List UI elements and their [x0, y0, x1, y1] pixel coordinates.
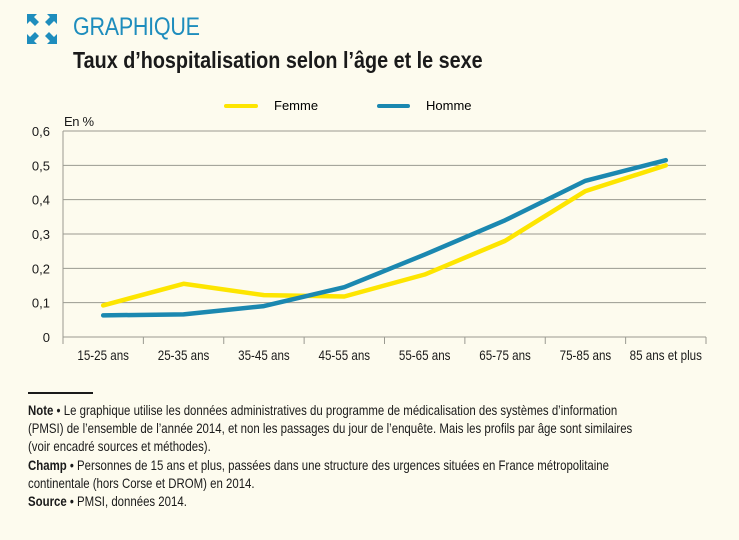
series-lines: [100, 157, 669, 318]
y-tick-label: 0,5: [32, 158, 50, 173]
x-tick-label: 65-75 ans: [479, 348, 531, 363]
series-line-homme: [100, 157, 669, 318]
x-tick-labels: 15-25 ans 25-35 ans 35-45 ans 45-55 ans 55-6…: [77, 348, 702, 363]
y-tick-labels: 0 0,1 0,2 0,3 0,4 0,5 0,6: [32, 124, 50, 345]
note-text: • Le graphique utilise les données admin…: [53, 403, 618, 418]
notes-block: Note • Le graphique utilise les données …: [28, 402, 632, 511]
gridlines: [62, 130, 707, 344]
notes-divider: [28, 392, 93, 394]
x-tick-label: 45-55 ans: [319, 348, 371, 363]
y-tick-label: 0,1: [32, 296, 50, 311]
source-label: Source: [28, 494, 67, 510]
y-tick-label: 0,3: [32, 227, 50, 242]
y-axis-label: En %: [64, 114, 94, 129]
line-chart: 0 0,1 0,2 0,3 0,4 0,5 0,6 15-25 ans 25-35 ans 35…: [32, 98, 707, 363]
series-line-femme: [100, 163, 669, 308]
x-tick-label: 25-35 ans: [158, 348, 210, 363]
x-tick-label: 75-85 ans: [560, 348, 612, 363]
chart-title: Taux d’hospitalisation selon l’âge et le…: [73, 47, 483, 73]
x-tick-label: 85 ans et plus: [630, 348, 702, 363]
x-tick-label: 55-65 ans: [399, 348, 451, 363]
y-tick-label: 0,6: [32, 124, 50, 139]
source-text: • PMSI, données 2014.: [66, 494, 187, 510]
x-tick-label: 15-25 ans: [77, 348, 129, 363]
note-text: (PMSI) de l’ensemble de l’année 2014, et…: [28, 421, 633, 437]
x-tick-label: 35-45 ans: [238, 348, 290, 363]
legend-label-homme: Homme: [426, 98, 472, 113]
chart-kicker: GRAPHIQUE: [73, 13, 200, 41]
champ-text: continentale (hors Corse et DROM) en 201…: [28, 475, 255, 491]
champ-text: • Personnes de 15 ans et plus, passées d…: [66, 457, 609, 473]
note-label: Note: [28, 403, 54, 418]
legend: Femme Homme: [224, 98, 472, 113]
y-tick-label: 0,2: [32, 261, 50, 276]
y-tick-label: 0,4: [32, 193, 50, 208]
champ-label: Champ: [28, 457, 67, 473]
note-text: (voir encadré sources et méthodes).: [28, 439, 211, 455]
y-tick-label: 0: [43, 330, 50, 345]
expand-arrows-icon: [27, 14, 57, 44]
legend-label-femme: Femme: [274, 98, 318, 113]
